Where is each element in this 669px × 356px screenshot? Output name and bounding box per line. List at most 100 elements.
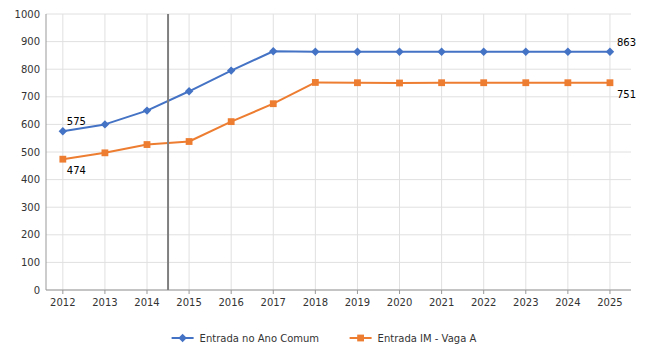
grid-line-x <box>62 14 63 290</box>
legend-marker <box>178 334 186 342</box>
series-marker <box>312 79 319 86</box>
x-tick-label: 2013 <box>92 297 117 308</box>
y-tick-label: 300 <box>21 202 40 213</box>
series-marker <box>59 156 66 163</box>
series-marker <box>270 100 277 107</box>
x-tick-label: 2017 <box>261 297 286 308</box>
series-marker <box>479 48 487 56</box>
grid-line-y <box>46 234 631 235</box>
grid-line-y <box>46 207 631 208</box>
series-marker <box>564 48 572 56</box>
axes: 2012 2013 2014 2015 2016 2017 2018 2019 2020 2021… <box>15 9 631 309</box>
x-tick-label: 2022 <box>471 297 496 308</box>
series-marker <box>228 118 235 125</box>
series-marker <box>354 79 361 86</box>
y-tick-label: 800 <box>21 64 40 75</box>
series-marker <box>395 48 403 56</box>
grid-line-y <box>46 262 631 263</box>
chart-container: 2012 2013 2014 2015 2016 2017 2018 2019 2020 2021… <box>0 0 669 356</box>
x-tick <box>567 290 568 294</box>
grid-line-y <box>46 69 631 70</box>
x-tick-label: 2023 <box>513 297 538 308</box>
x-tick-label: 2024 <box>555 297 580 308</box>
series-marker <box>311 48 319 56</box>
y-tick-label: 600 <box>21 119 40 130</box>
x-tick-label: 2018 <box>303 297 328 308</box>
legend-label: Entrada no Ano Comum <box>200 333 320 344</box>
grid-line-y <box>46 179 631 180</box>
legend-item: Entrada no Ano Comum <box>172 333 320 344</box>
annotations: 575474863751 <box>67 37 636 176</box>
series-marker <box>607 79 614 86</box>
x-tick-label: 2016 <box>218 297 243 308</box>
y-tick-label: 400 <box>21 174 40 185</box>
x-tick <box>104 290 105 294</box>
annotation: 751 <box>617 89 636 100</box>
x-tick <box>483 290 484 294</box>
grid <box>46 14 631 290</box>
series-marker <box>186 138 193 145</box>
x-tick-label: 2020 <box>387 297 412 308</box>
y-tick-label: 100 <box>21 257 40 268</box>
series-marker <box>227 66 235 74</box>
x-axis-line <box>46 290 631 291</box>
x-tick <box>399 290 400 294</box>
series-marker <box>438 79 445 86</box>
series-marker <box>437 48 445 56</box>
x-tick-label: 2014 <box>134 297 159 308</box>
x-tick <box>525 290 526 294</box>
series-marker <box>522 79 529 86</box>
series-marker <box>606 48 614 56</box>
x-tick <box>609 290 610 294</box>
x-tick-label: 2025 <box>597 297 622 308</box>
x-tick-label: 2021 <box>429 297 454 308</box>
annotation: 575 <box>67 116 86 127</box>
x-tick <box>231 290 232 294</box>
x-tick <box>189 290 190 294</box>
series-marker <box>144 141 151 148</box>
legend-label: Entrada IM - Vaga A <box>378 333 477 344</box>
y-tick-label: 900 <box>21 36 40 47</box>
y-axis-line <box>46 14 47 290</box>
series-marker <box>396 80 403 87</box>
x-tick <box>357 290 358 294</box>
grid-line-y <box>46 124 631 125</box>
x-tick <box>62 290 63 294</box>
x-tick <box>315 290 316 294</box>
grid-line-x <box>189 14 190 290</box>
y-tick-label: 500 <box>21 147 40 158</box>
grid-line-y <box>46 290 631 291</box>
grid-line-y <box>46 96 631 97</box>
y-tick-label: 1000 <box>15 9 40 20</box>
series-marker <box>353 48 361 56</box>
x-tick <box>441 290 442 294</box>
x-tick <box>273 290 274 294</box>
series-marker <box>480 79 487 86</box>
reference-line <box>167 14 169 290</box>
series-marker <box>564 79 571 86</box>
series-marker <box>59 127 67 135</box>
plot-area <box>59 14 615 290</box>
legend-marker <box>357 335 364 342</box>
grid-line-x <box>147 14 148 290</box>
y-tick-label: 0 <box>34 285 40 296</box>
series-marker <box>102 149 109 156</box>
series-marker <box>101 120 109 128</box>
x-tick-label: 2015 <box>176 297 201 308</box>
y-tick-label: 200 <box>21 229 40 240</box>
annotation: 863 <box>617 37 636 48</box>
x-tick-label: 2012 <box>50 297 75 308</box>
grid-line-y <box>46 152 631 153</box>
grid-line-y <box>46 41 631 42</box>
series-line <box>63 82 610 159</box>
y-tick-label: 700 <box>21 91 40 102</box>
grid-line-y <box>46 14 631 15</box>
x-tick-label: 2019 <box>345 297 370 308</box>
series-marker <box>143 106 151 114</box>
series-marker <box>269 47 277 55</box>
x-tick <box>147 290 148 294</box>
series-line <box>63 51 610 131</box>
chart-svg: 2012 2013 2014 2015 2016 2017 2018 2019 2020 2021… <box>0 0 669 356</box>
legend-item: Entrada IM - Vaga A <box>350 333 477 344</box>
series-marker <box>522 48 530 56</box>
